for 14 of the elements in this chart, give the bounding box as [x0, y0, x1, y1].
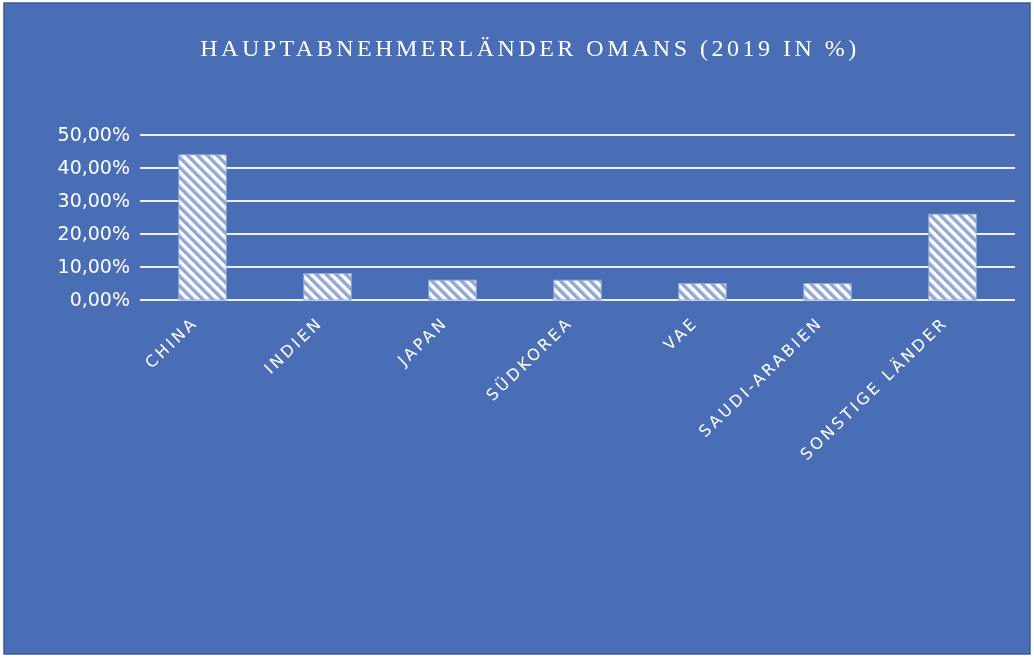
chart-title: HAUPTABNEHMERLÄNDER OMANS (2019 IN %): [200, 35, 860, 61]
y-tick-label: 0,00%: [69, 287, 130, 310]
y-tick-label: 40,00%: [57, 155, 130, 178]
bar: [928, 213, 977, 301]
y-tick-label: 50,00%: [57, 122, 130, 145]
bar: [303, 273, 352, 301]
bar: [553, 279, 602, 301]
bar: [803, 283, 852, 301]
y-tick-label: 30,00%: [57, 188, 130, 211]
y-tick-label: 10,00%: [57, 254, 130, 277]
bar: [428, 279, 477, 301]
bar: [678, 283, 727, 301]
y-tick-label: 20,00%: [57, 221, 130, 244]
bar: [178, 154, 227, 301]
